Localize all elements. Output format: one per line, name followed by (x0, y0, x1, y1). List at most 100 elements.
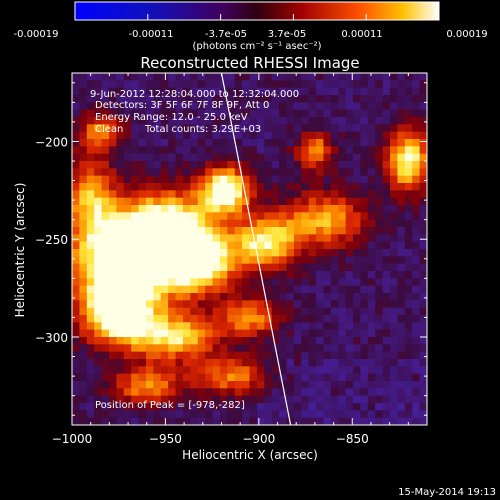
heatmap-cell (249, 124, 258, 133)
heatmap-cell (345, 249, 354, 257)
heatmap-cell (153, 183, 162, 191)
heatmap-cell (323, 359, 332, 367)
heatmap-cell (390, 329, 399, 338)
heatmap-cell (308, 153, 317, 162)
heatmap-cell (190, 366, 199, 375)
heatmap-cell (286, 241, 295, 250)
heatmap-cell (397, 102, 406, 111)
heatmap-cell (197, 227, 206, 235)
heatmap-cell (256, 219, 265, 228)
heatmap-cell (108, 95, 117, 103)
heatmap-cell (79, 373, 88, 382)
heatmap-cell (397, 307, 406, 316)
heatmap-cell (412, 344, 421, 353)
heatmap-cell (367, 388, 376, 397)
heatmap-cell (101, 337, 110, 345)
heatmap-cell (382, 117, 391, 125)
heatmap-cell (279, 329, 288, 338)
heatmap-cell (279, 131, 288, 140)
heatmap-cell (227, 381, 236, 389)
heatmap-cell (234, 381, 243, 389)
heatmap-cell (219, 337, 228, 345)
heatmap-cell (360, 285, 369, 294)
heatmap-cell (101, 300, 110, 309)
heatmap-cell (316, 337, 325, 345)
heatmap-cell (397, 366, 406, 375)
heatmap-cell (345, 227, 354, 235)
heatmap-cell (182, 168, 191, 177)
heatmap-cell (219, 249, 228, 257)
heatmap-cell (153, 285, 162, 294)
heatmap-cell (412, 241, 421, 250)
heatmap-cell (72, 131, 80, 140)
heatmap-cell (279, 190, 288, 199)
heatmap-cell (168, 227, 177, 235)
x-tick-label: −950 (149, 432, 182, 446)
heatmap-cell (219, 234, 228, 243)
heatmap-cell (323, 417, 332, 425)
heatmap-cell (182, 131, 191, 140)
heatmap-cell (116, 417, 125, 425)
heatmap-cell (205, 197, 214, 206)
heatmap-cell (390, 102, 399, 111)
heatmap-cell (101, 102, 110, 111)
heatmap-cell (323, 410, 332, 419)
heatmap-cell (79, 124, 88, 133)
heatmap-cell (345, 205, 354, 213)
heatmap-cell (330, 153, 339, 162)
heatmap-cell (286, 256, 295, 265)
heatmap-cell (227, 219, 236, 228)
heatmap-cell (279, 344, 288, 353)
heatmap-cell (116, 388, 125, 397)
heatmap-cell (131, 102, 140, 111)
heatmap-cell (182, 337, 191, 345)
heatmap-cell (330, 241, 339, 250)
heatmap-cell (212, 161, 221, 169)
heatmap-cell (79, 329, 88, 338)
heatmap-cell (286, 263, 295, 272)
heatmap-cell (367, 131, 376, 140)
heatmap-cell (101, 131, 110, 140)
heatmap-cell (145, 337, 154, 345)
heatmap-cell (264, 293, 273, 301)
heatmap-cell (353, 344, 362, 353)
heatmap-cell (308, 278, 317, 287)
heatmap-cell (316, 351, 325, 360)
heatmap-cell (79, 87, 88, 96)
heatmap-cell (382, 337, 391, 345)
heatmap-cell (205, 315, 214, 323)
heatmap-cell (116, 212, 125, 221)
heatmap-cell (375, 73, 384, 81)
heatmap-cell (367, 381, 376, 389)
heatmap-cell (330, 373, 339, 382)
heatmap-cell (419, 102, 427, 111)
heatmap-cell (227, 410, 236, 419)
heatmap-cell (412, 307, 421, 316)
heatmap-cell (397, 322, 406, 331)
heatmap-cell (316, 80, 325, 89)
heatmap-cell (367, 285, 376, 294)
heatmap-cell (256, 337, 265, 345)
heatmap-cell (279, 249, 288, 257)
heatmap-cell (382, 344, 391, 353)
heatmap-cell (145, 161, 154, 169)
heatmap-cell (242, 344, 251, 353)
heatmap-cell (72, 95, 80, 103)
heatmap-cell (131, 300, 140, 309)
heatmap-cell (242, 417, 251, 425)
heatmap-cell (175, 131, 184, 140)
heatmap-cell (86, 183, 95, 191)
heatmap-cell (131, 234, 140, 243)
heatmap-cell (205, 146, 214, 155)
heatmap-cell (101, 241, 110, 250)
heatmap-cell (108, 205, 117, 213)
heatmap-cell (153, 131, 162, 140)
heatmap-cell (419, 395, 427, 404)
heatmap-cell (375, 395, 384, 404)
heatmap-cell (323, 73, 332, 81)
heatmap-cell (367, 256, 376, 265)
heatmap-cell (353, 359, 362, 367)
heatmap-cell (397, 337, 406, 345)
heatmap-cell (375, 322, 384, 331)
heatmap-cell (390, 117, 399, 125)
